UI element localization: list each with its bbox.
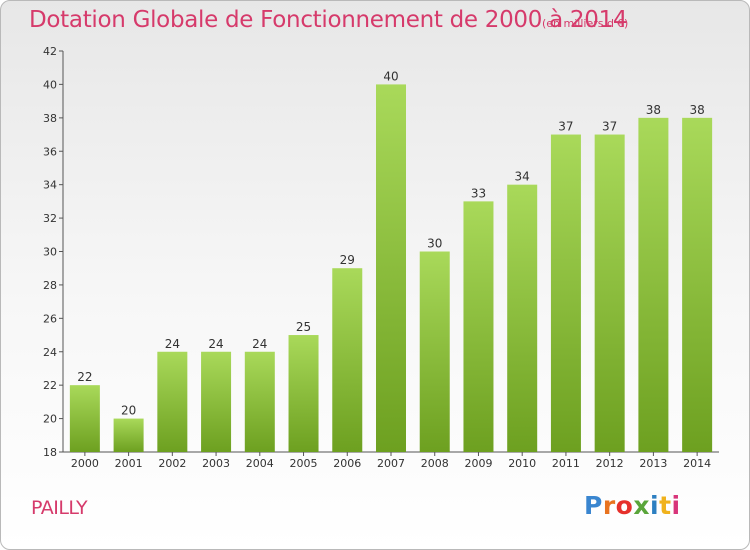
x-tick-label: 2014	[683, 457, 711, 470]
x-tick-label: 2011	[552, 457, 580, 470]
bar	[419, 251, 450, 452]
bar-value-label: 20	[121, 404, 136, 418]
x-tick-label: 2001	[115, 457, 143, 470]
x-tick-label: 2002	[158, 457, 186, 470]
bar	[201, 351, 232, 452]
y-tick-label: 24	[43, 346, 57, 359]
bar	[69, 385, 100, 452]
y-tick-label: 42	[43, 45, 57, 58]
y-tick-label: 40	[43, 78, 57, 91]
bar	[550, 134, 581, 452]
bar-value-label: 29	[340, 253, 355, 267]
bar	[288, 335, 319, 452]
bar	[332, 268, 363, 452]
x-tick-label: 2006	[333, 457, 361, 470]
x-tick-label: 2005	[290, 457, 318, 470]
bar-value-label: 22	[77, 370, 92, 384]
bar	[594, 134, 625, 452]
x-tick-label: 2004	[246, 457, 274, 470]
bar-value-label: 38	[646, 103, 661, 117]
bar	[682, 117, 713, 452]
bar-value-label: 33	[471, 186, 486, 200]
proxiti-logo: Proxiti	[584, 491, 681, 520]
x-tick-label: 2008	[421, 457, 449, 470]
y-tick-label: 30	[43, 246, 57, 259]
bar	[376, 84, 406, 453]
bar	[463, 201, 494, 452]
x-tick-label: 2007	[377, 457, 405, 470]
bar	[113, 418, 144, 452]
y-tick-label: 36	[43, 145, 57, 158]
x-tick-label: 2012	[596, 457, 624, 470]
x-tick-label: 2009	[464, 457, 492, 470]
y-tick-label: 26	[43, 312, 57, 325]
x-tick-label: 2013	[639, 457, 667, 470]
bar	[507, 184, 538, 452]
bar-value-label: 24	[252, 337, 267, 351]
bar-value-label: 38	[689, 103, 704, 117]
bar	[244, 351, 275, 452]
y-tick-label: 20	[43, 413, 57, 426]
x-tick-label: 2003	[202, 457, 230, 470]
y-tick-label: 28	[43, 279, 57, 292]
bar-value-label: 40	[383, 69, 398, 83]
bar-value-label: 30	[427, 237, 442, 251]
x-tick-label: 2000	[71, 457, 99, 470]
bar	[157, 351, 188, 452]
bar-value-label: 37	[558, 120, 573, 134]
y-tick-label: 32	[43, 212, 57, 225]
y-tick-label: 22	[43, 379, 57, 392]
chart-subtitle: (en milliers d'€)	[542, 17, 629, 30]
bar-value-label: 37	[602, 120, 617, 134]
x-tick-label: 2010	[508, 457, 536, 470]
y-tick-label: 18	[43, 446, 57, 459]
y-tick-label: 38	[43, 112, 57, 125]
bar-value-label: 34	[515, 170, 530, 184]
bar-value-label: 25	[296, 320, 311, 334]
bar-value-label: 24	[208, 337, 223, 351]
commune-label: PAILLY	[31, 497, 88, 519]
bar	[638, 117, 669, 452]
y-tick-label: 34	[43, 179, 57, 192]
chart-title: Dotation Globale de Fonctionnement de 20…	[29, 7, 628, 33]
bar-value-label: 24	[165, 337, 180, 351]
